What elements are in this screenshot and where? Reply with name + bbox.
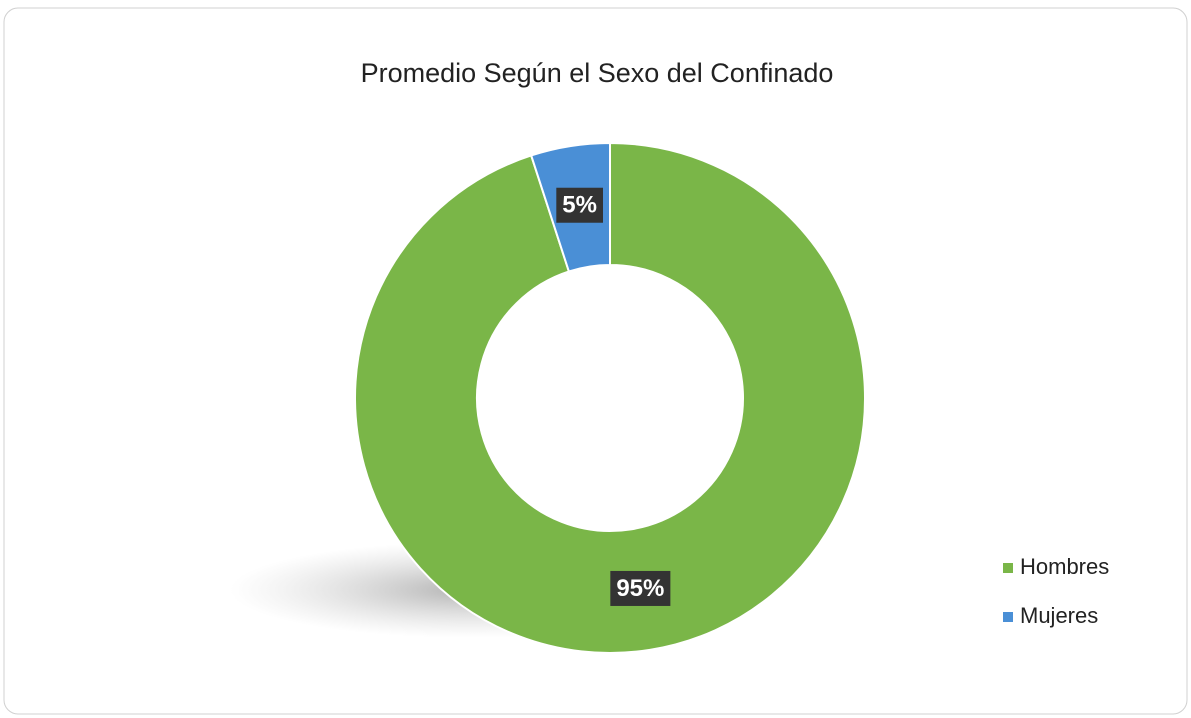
labels: 95% 5% [556,187,671,606]
value-label: 95% [616,575,664,602]
slice [354,141,866,654]
chart-frame [3,7,1188,715]
legend-swatch [1003,563,1013,573]
value-label: 5% [562,192,597,219]
legend-swatch [1003,612,1013,622]
value-label-bg [610,570,671,606]
value-label-bg [556,187,603,223]
chart-title: Promedio Según el Sexo del Confinado [361,58,834,88]
legend-label: Mujeres [1020,603,1098,628]
legend-label: Hombres [1020,554,1109,579]
legend: Hombres Mujeres [1003,554,1109,628]
